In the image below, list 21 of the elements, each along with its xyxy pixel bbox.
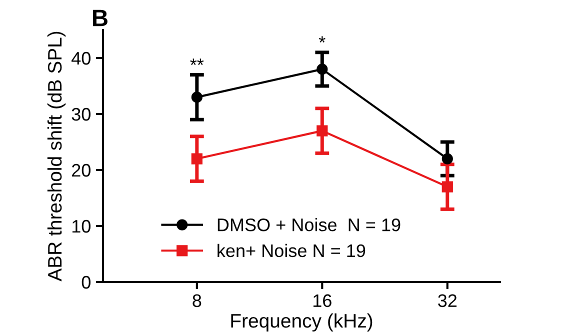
- y-tick-label: 0: [82, 276, 90, 289]
- y-tick-label: 40: [72, 52, 90, 65]
- legend-label: DMSO + Noise N = 19: [218, 218, 400, 232]
- point: [442, 181, 453, 192]
- point: [191, 92, 202, 103]
- point: [316, 125, 328, 136]
- point: [442, 153, 453, 164]
- annotation: *: [318, 36, 326, 43]
- annotation: **: [190, 58, 204, 65]
- x-tick-label: 32: [438, 294, 457, 308]
- x-tick-label: 8: [192, 294, 202, 308]
- y-tick-label: 30: [72, 108, 90, 121]
- y-axis-title: ABR threshold shift (dB SPL): [47, 32, 66, 282]
- y-tick-label: 10: [72, 220, 90, 233]
- y-tick-label: 20: [72, 164, 90, 177]
- text: B: [93, 10, 108, 26]
- x-axis-title: Frequency (kHz): [231, 313, 372, 332]
- legend-label: ken+ Noise N = 19: [218, 244, 366, 258]
- x-tick-label: 16: [314, 294, 332, 308]
- point: [191, 153, 202, 164]
- point: [316, 64, 328, 75]
